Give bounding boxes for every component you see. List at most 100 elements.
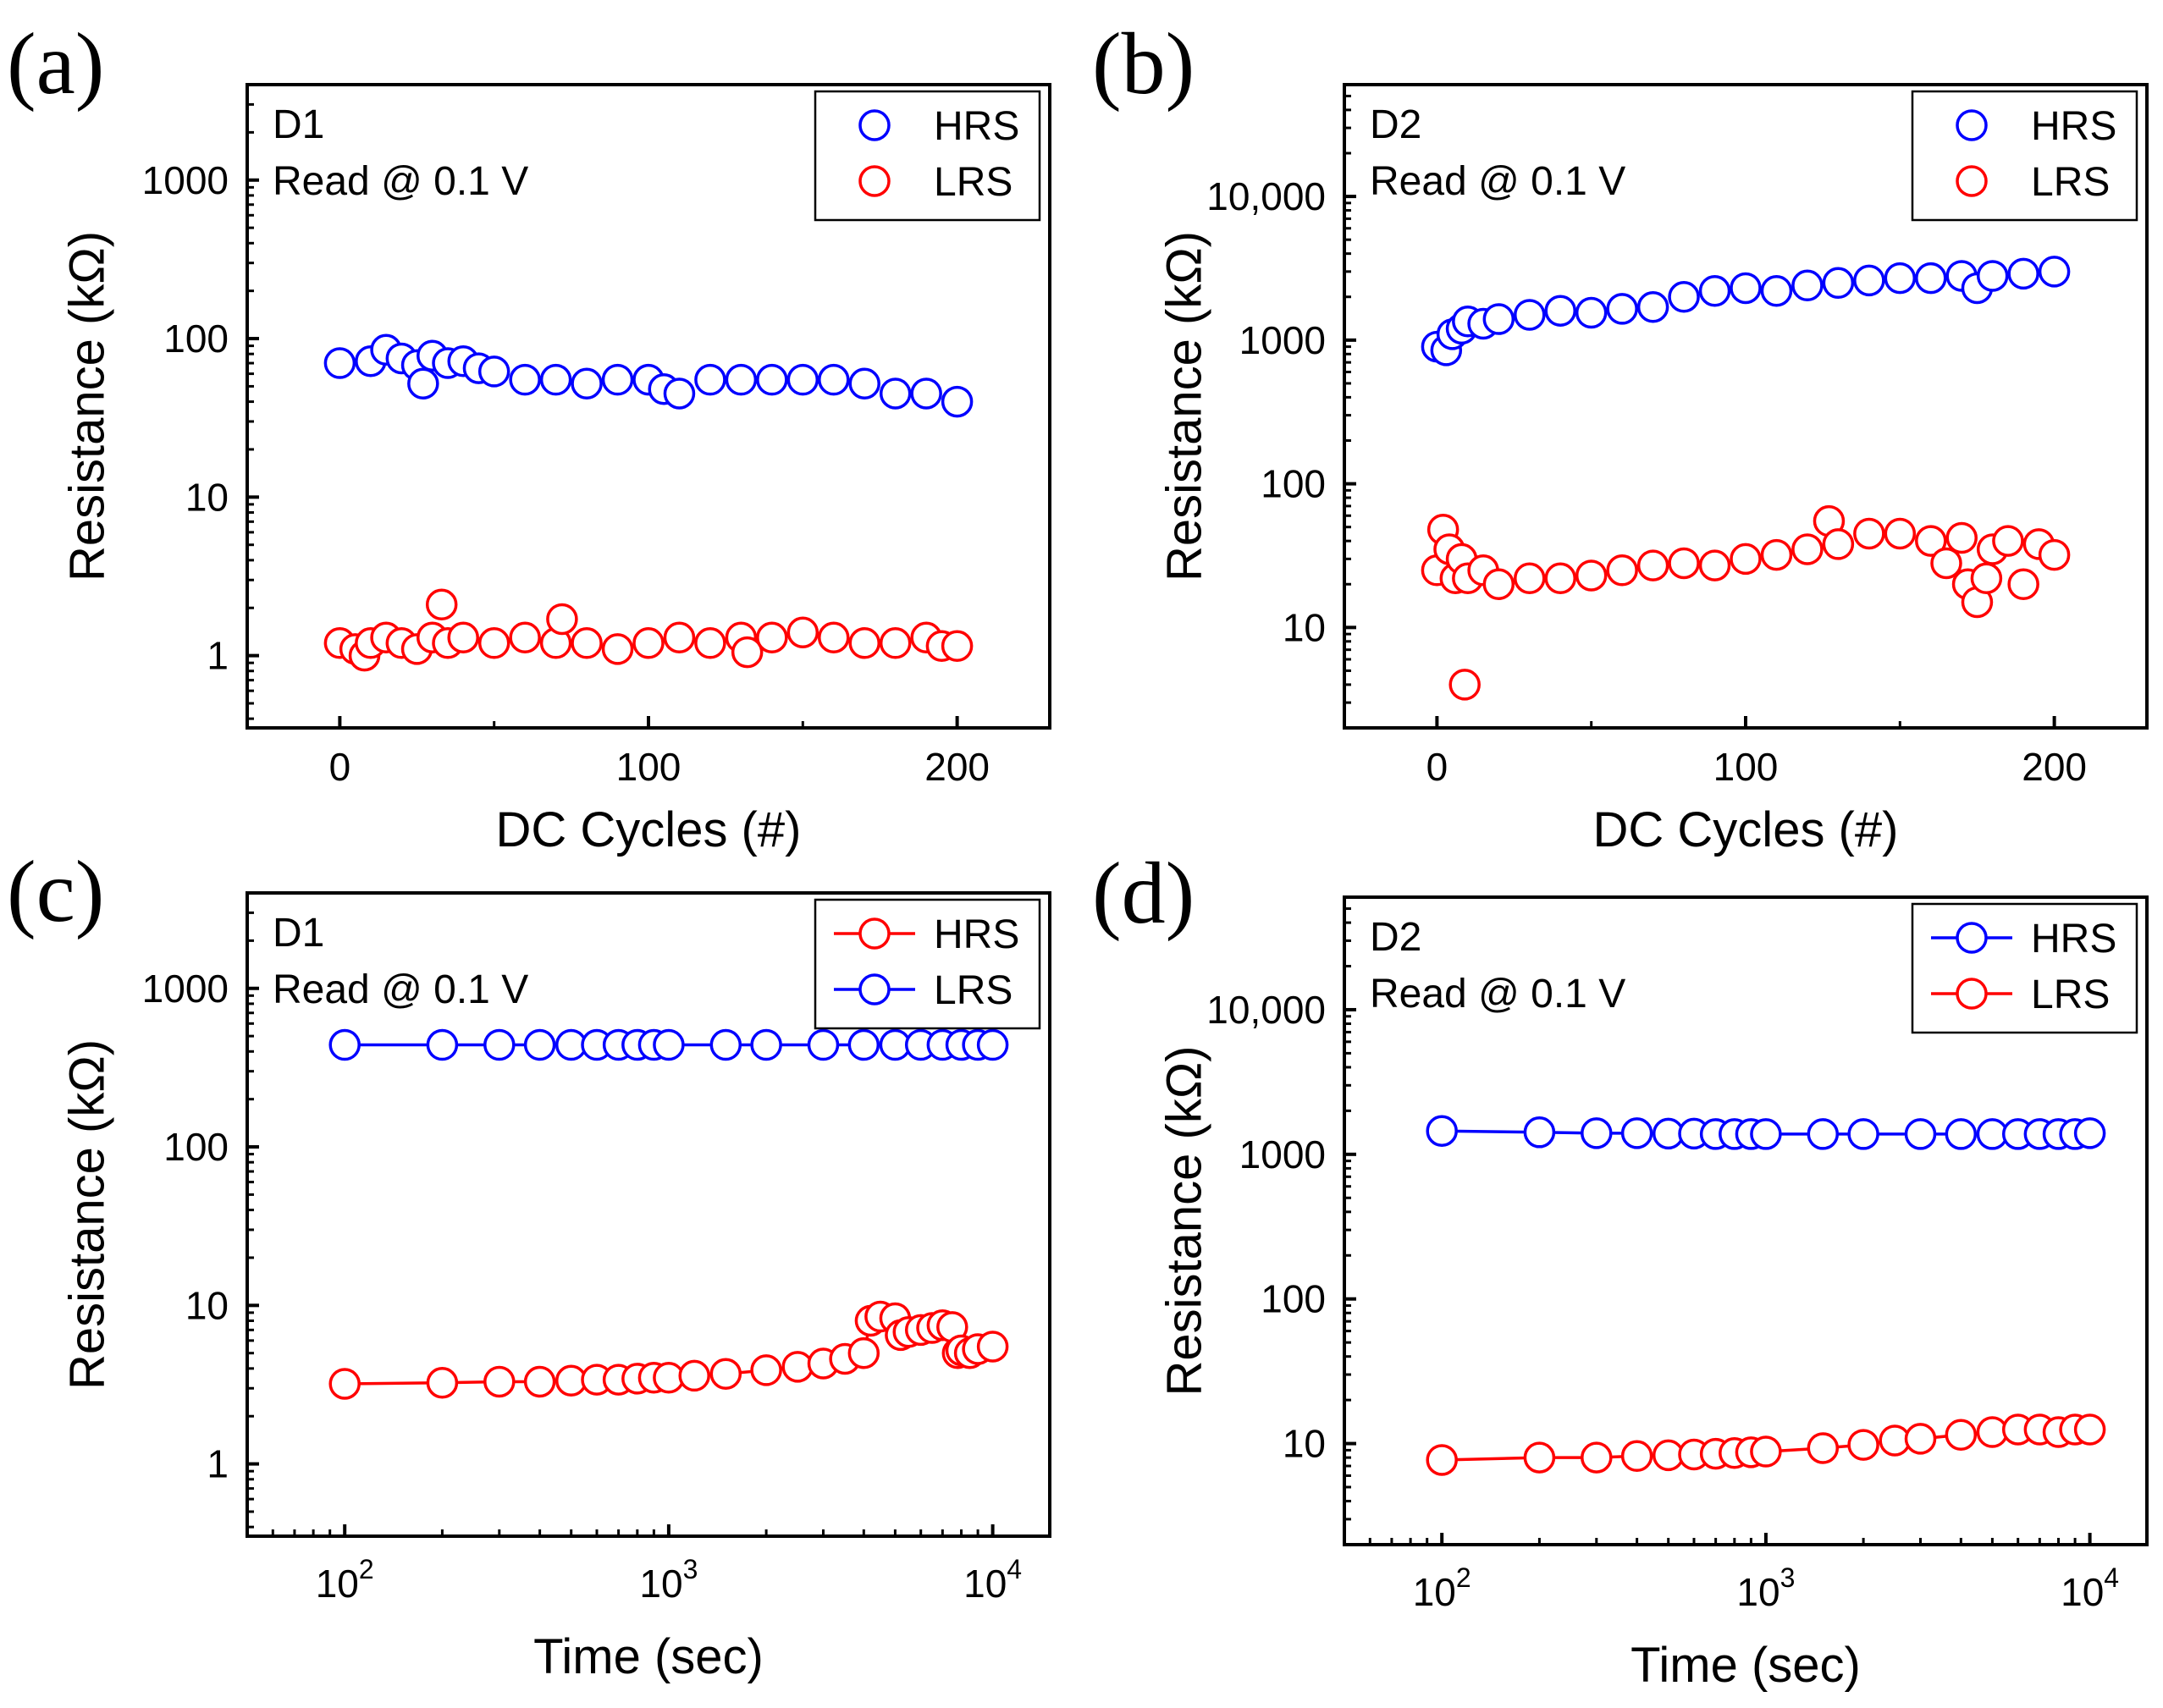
- data-point: [571, 367, 603, 399]
- data-point: [509, 363, 541, 396]
- data-point: [1730, 543, 1762, 576]
- legend-label: HRS: [2031, 104, 2116, 149]
- data-point: [1575, 296, 1608, 329]
- data-point: [1523, 1116, 1556, 1149]
- x-tick-exponent: 3: [683, 1554, 698, 1584]
- x-tick-base: 10: [639, 1562, 682, 1606]
- device-label: D2: [1370, 915, 1421, 960]
- legend-label: LRS: [2031, 972, 2110, 1017]
- x-tick-base: 10: [1413, 1570, 1456, 1614]
- legend-label: HRS: [934, 912, 1019, 957]
- data-point: [632, 627, 665, 659]
- data-point: [847, 1028, 880, 1061]
- data-point: [1482, 568, 1515, 600]
- y-tick-label: 100: [1261, 462, 1326, 506]
- data-point: [2073, 1117, 2106, 1149]
- x-axis-title: DC Cycles (#): [496, 802, 802, 857]
- x-tick-label: 100: [616, 745, 681, 789]
- y-tick-label: 100: [1261, 1277, 1326, 1321]
- data-point: [781, 1351, 814, 1383]
- data-point: [818, 363, 850, 396]
- device-label: D1: [273, 102, 324, 147]
- data-point: [1514, 562, 1546, 594]
- data-point: [910, 377, 942, 410]
- plot-frame: [246, 891, 1051, 1538]
- y-axis-title: Resistance (kΩ): [1156, 1045, 1211, 1396]
- series-hrs: [323, 333, 974, 418]
- y-axis-title: Resistance (kΩ): [59, 231, 114, 581]
- data-point: [1581, 1117, 1613, 1149]
- legend-marker: [858, 165, 891, 197]
- data-point: [725, 363, 758, 396]
- data-point: [1760, 538, 1793, 571]
- data-point: [546, 603, 578, 636]
- data-point: [1426, 1444, 1458, 1476]
- legend: HRS LRS: [1911, 902, 2138, 1034]
- data-point: [756, 363, 788, 396]
- y-tick-label: 10: [1283, 1422, 1326, 1466]
- data-point: [941, 630, 974, 662]
- data-point: [2038, 538, 2071, 571]
- data-point: [1884, 517, 1917, 550]
- data-point: [1581, 1441, 1613, 1474]
- data-point: [756, 621, 788, 654]
- x-tick-exponent: 2: [359, 1554, 374, 1584]
- data-point: [601, 363, 634, 396]
- data-point: [1760, 274, 1793, 307]
- data-point: [1575, 559, 1608, 592]
- series-hrs: [1421, 256, 2071, 366]
- data-point: [694, 363, 726, 396]
- legend-marker: [858, 917, 891, 950]
- panel-label: (b): [1092, 15, 1195, 113]
- x-tick-label: 102: [316, 1554, 374, 1606]
- read-voltage-label: Read @ 0.1 V: [1370, 972, 1625, 1017]
- data-point: [1884, 262, 1917, 295]
- legend-marker: [858, 973, 891, 1006]
- data-point: [1698, 274, 1731, 307]
- data-point: [848, 367, 880, 399]
- data-point: [523, 1028, 556, 1061]
- data-point: [1606, 554, 1638, 587]
- x-tick-label: 104: [963, 1554, 1022, 1606]
- data-point: [2038, 256, 2071, 288]
- legend-label: LRS: [934, 968, 1013, 1013]
- data-point: [447, 621, 479, 654]
- legend-box: [1911, 902, 2138, 1034]
- series-lrs: [323, 588, 974, 672]
- data-point: [848, 627, 880, 659]
- data-point: [750, 1028, 782, 1061]
- data-point: [1636, 290, 1669, 323]
- data-point: [1448, 669, 1481, 701]
- y-axis-title: Resistance (kΩ): [1156, 231, 1211, 581]
- x-tick-base: 10: [963, 1562, 1007, 1606]
- data-point: [1620, 1117, 1653, 1149]
- data-point: [483, 1365, 516, 1398]
- data-point: [1730, 272, 1762, 305]
- x-axis-title: Time (sec): [1631, 1638, 1861, 1693]
- x-tick-label: 0: [329, 745, 351, 789]
- data-point: [539, 363, 572, 396]
- panel-b: (b) 10 100 1000 10,000 0 100 200 DC Cycles (#) Re…: [1092, 15, 2149, 857]
- legend-label: LRS: [934, 160, 1013, 205]
- x-tick-base: 10: [316, 1562, 359, 1606]
- y-tick-label: 1000: [1239, 318, 1326, 362]
- data-point: [1853, 264, 1885, 297]
- y-tick-label: 1000: [142, 158, 229, 202]
- read-voltage-label: Read @ 0.1 V: [273, 159, 528, 204]
- data-point: [323, 347, 356, 379]
- series-lrs: [328, 1028, 1009, 1061]
- legend-box: [814, 898, 1041, 1030]
- data-point: [1945, 521, 1978, 554]
- data-point: [818, 621, 850, 654]
- data-point: [1620, 1440, 1653, 1473]
- data-point: [571, 627, 603, 659]
- x-tick-label: 103: [1736, 1562, 1795, 1614]
- y-tick-label: 10: [185, 1283, 229, 1327]
- data-point: [1847, 1429, 1879, 1461]
- data-point: [2007, 257, 2039, 290]
- y-tick-label: 100: [163, 1125, 229, 1169]
- data-point: [709, 1358, 742, 1390]
- x-tick-exponent: 3: [1780, 1562, 1796, 1593]
- data-point: [1668, 280, 1700, 313]
- y-tick-label: 1000: [1239, 1132, 1326, 1176]
